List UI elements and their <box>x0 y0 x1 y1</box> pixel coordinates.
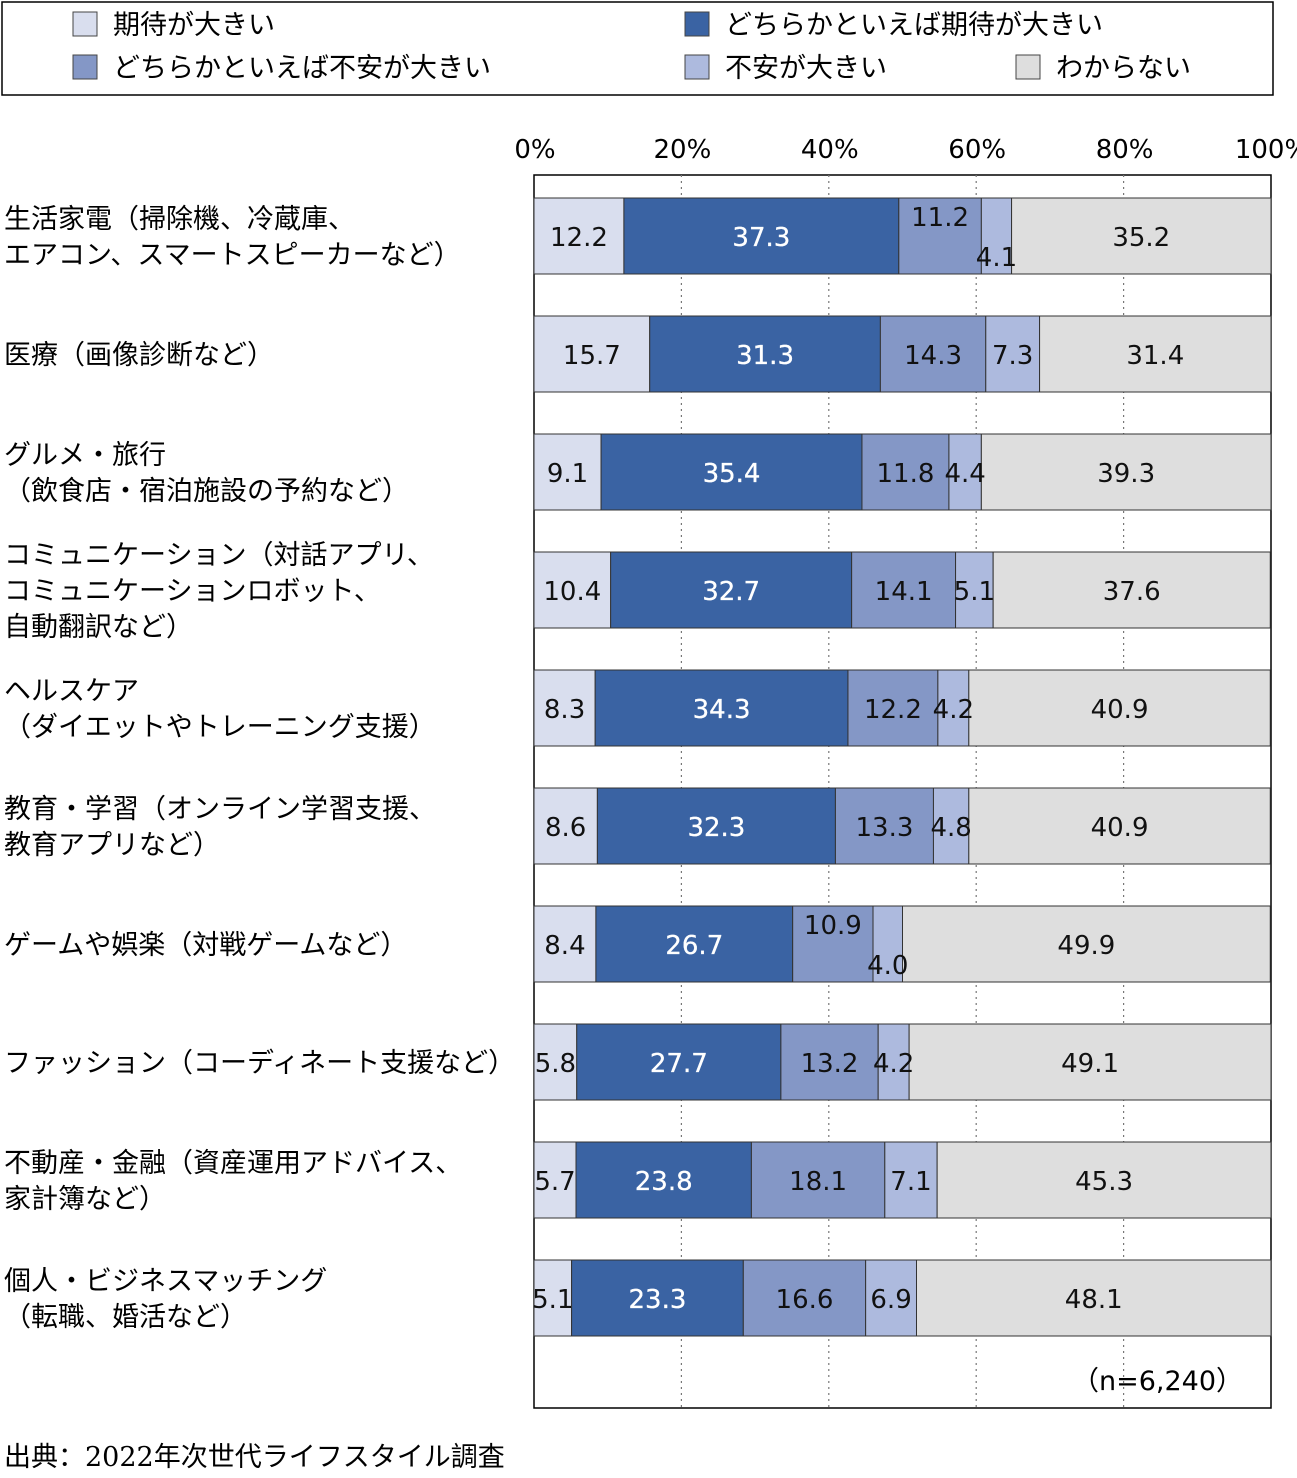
category-label: 医療（画像診断など） <box>4 340 274 371</box>
data-label: 40.9 <box>1091 813 1149 843</box>
data-label: 40.9 <box>1091 695 1149 725</box>
data-label: 23.3 <box>629 1285 687 1315</box>
data-label: 10.4 <box>543 577 601 607</box>
category-label: （飲食店・宿泊施設の予約など） <box>4 476 409 507</box>
data-label: 31.3 <box>736 341 794 371</box>
data-label: 13.3 <box>855 813 913 843</box>
category-label: （転職、婚活など） <box>4 1302 247 1333</box>
data-label: 9.1 <box>547 459 588 489</box>
category-label: 教育アプリなど） <box>4 830 220 861</box>
data-label: 8.4 <box>544 931 585 961</box>
stacked-bar-chart: 期待が大きい どちらかといえば期待が大きいどちらかといえば不安が大きい 不安が大きい… <box>0 0 1297 1478</box>
data-label: 4.8 <box>930 813 971 843</box>
category-label: コミュニケーション（対話アプリ、 <box>4 540 434 571</box>
data-label: 4.0 <box>867 951 908 981</box>
x-tick-label: 100% <box>1235 135 1297 165</box>
x-tick-label: 20% <box>654 135 712 165</box>
data-label: 5.7 <box>534 1167 575 1197</box>
x-tick-label: 40% <box>801 135 859 165</box>
data-label: 35.2 <box>1112 223 1170 253</box>
legend-swatch <box>685 12 709 36</box>
data-label: 11.8 <box>877 459 935 489</box>
category-label: （ダイエットやトレーニング支援） <box>4 712 436 743</box>
category-label: ゲームや娯楽（対戦ゲームなど） <box>4 930 407 961</box>
data-label: 49.1 <box>1061 1049 1119 1079</box>
data-label: 15.7 <box>563 341 621 371</box>
data-label: 23.8 <box>635 1167 693 1197</box>
data-label: 5.8 <box>535 1049 576 1079</box>
data-label: 32.3 <box>687 813 745 843</box>
legend-label: どちらかといえば期待が大きい <box>725 10 1103 41</box>
data-label: 48.1 <box>1065 1285 1123 1315</box>
data-label: 13.2 <box>801 1049 859 1079</box>
data-label: 49.9 <box>1057 931 1115 961</box>
data-label: 4.2 <box>873 1049 914 1079</box>
category-label: 家計簿など） <box>4 1184 166 1215</box>
category-label: 生活家電（掃除機、冷蔵庫、 <box>4 204 355 235</box>
category-label: 個人・ビジネスマッチング <box>4 1266 327 1297</box>
data-label: 7.3 <box>992 341 1033 371</box>
category-label: 不動産・金融（資産運用アドバイス、 <box>4 1148 462 1179</box>
data-label: 32.7 <box>702 577 760 607</box>
category-label: 自動翻訳など） <box>4 612 193 643</box>
category-label: 教育・学習（オンライン学習支援、 <box>4 794 436 825</box>
data-label: 26.7 <box>665 931 723 961</box>
source-label: 出典：2022年次世代ライフスタイル調査 <box>4 1442 505 1473</box>
data-label: 16.6 <box>776 1285 834 1315</box>
data-label: 39.3 <box>1097 459 1155 489</box>
data-label: 37.3 <box>732 223 790 253</box>
data-label: 6.9 <box>870 1285 911 1315</box>
legend-label: 不安が大きい <box>725 53 887 84</box>
legend-label: わからない <box>1056 53 1191 84</box>
category-label: ヘルスケア <box>4 676 139 707</box>
data-label: 14.3 <box>904 341 962 371</box>
legend-label: どちらかといえば不安が大きい <box>113 53 491 84</box>
data-label: 18.1 <box>789 1167 847 1197</box>
data-label: 7.1 <box>890 1167 931 1197</box>
data-label: 31.4 <box>1126 341 1184 371</box>
x-tick-label: 80% <box>1096 135 1154 165</box>
data-label: 4.2 <box>933 695 974 725</box>
category-label: エアコン、スマートスピーカーなど） <box>4 240 461 271</box>
data-label: 10.9 <box>804 911 862 941</box>
legend-label: 期待が大きい <box>113 10 275 41</box>
category-label: グルメ・旅行 <box>4 440 166 471</box>
category-label: ファッション（コーディネート支援など） <box>4 1048 515 1079</box>
data-label: 37.6 <box>1103 577 1161 607</box>
data-label: 4.1 <box>976 243 1017 273</box>
data-label: 34.3 <box>693 695 751 725</box>
x-tick-label: 0% <box>514 135 555 165</box>
data-label: 11.2 <box>911 203 969 233</box>
x-tick-label: 60% <box>948 135 1006 165</box>
data-label: 35.4 <box>703 459 761 489</box>
sample-size-note: （n=6,240） <box>1072 1366 1243 1397</box>
data-label: 14.1 <box>875 577 933 607</box>
data-label: 8.3 <box>544 695 585 725</box>
data-label: 8.6 <box>545 813 586 843</box>
legend-swatch <box>1016 55 1040 79</box>
legend-swatch <box>73 55 97 79</box>
data-label: 45.3 <box>1075 1167 1133 1197</box>
data-label: 5.1 <box>954 577 995 607</box>
data-label: 27.7 <box>650 1049 708 1079</box>
legend-swatch <box>685 55 709 79</box>
data-label: 12.2 <box>864 695 922 725</box>
data-label: 5.1 <box>532 1285 573 1315</box>
category-label: コミュニケーションロボット、 <box>4 576 381 607</box>
data-label: 4.4 <box>944 459 985 489</box>
legend-swatch <box>73 12 97 36</box>
data-label: 12.2 <box>550 223 608 253</box>
